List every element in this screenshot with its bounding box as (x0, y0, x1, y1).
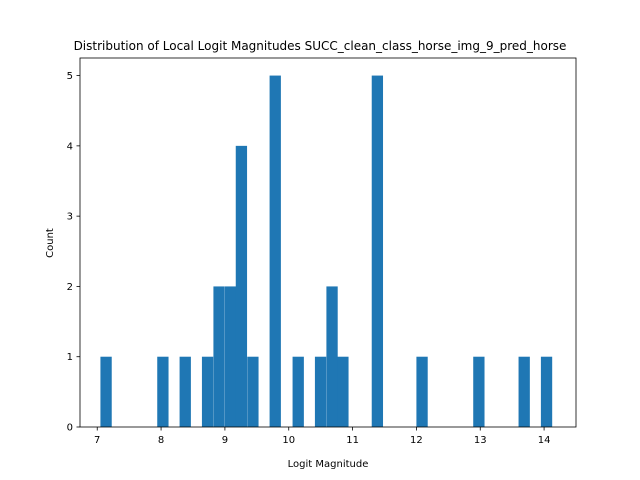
x-tick-label: 11 (346, 435, 359, 446)
plot-frame (79, 57, 577, 428)
y-tick-label: 3 (67, 212, 73, 223)
x-axis-label: Logit Magnitude (288, 459, 369, 470)
histogram-bar (100, 356, 112, 427)
y-tick-label: 5 (67, 71, 73, 82)
histogram-bar (326, 286, 338, 427)
histogram-bar (235, 145, 248, 427)
y-tick-label: 4 (67, 141, 73, 152)
histogram-bar (416, 356, 428, 427)
x-tick-label: 10 (282, 435, 295, 446)
histogram-bar (337, 356, 349, 427)
chart-title: Distribution of Local Logit Magnitudes S… (74, 39, 567, 53)
x-tick-label: 12 (410, 435, 423, 446)
histogram-bar (157, 356, 169, 427)
y-tick-label: 2 (67, 282, 73, 293)
histogram-bar (314, 356, 327, 427)
x-axis-ticks: 7 8 9 10 11 12 13 14 (94, 427, 550, 446)
x-tick-label: 9 (222, 435, 228, 446)
histogram-bar (518, 356, 530, 427)
x-tick-label: 13 (474, 435, 487, 446)
histogram-bar (473, 356, 485, 427)
y-tick-label: 0 (67, 423, 73, 434)
histogram-bar (269, 75, 281, 428)
y-axis-ticks: 0 1 2 3 4 5 (67, 71, 80, 434)
histogram-bar (179, 356, 191, 427)
histogram-bar (201, 356, 214, 427)
histogram-bar (371, 75, 384, 428)
histogram-bars (100, 75, 553, 428)
histogram-bar (292, 356, 304, 427)
histogram-bar (247, 356, 259, 427)
y-tick-label: 1 (67, 352, 73, 363)
histogram-bar (224, 286, 237, 427)
histogram-bar (213, 286, 225, 427)
x-tick-label: 7 (94, 435, 100, 446)
x-tick-label: 14 (538, 435, 551, 446)
x-tick-label: 8 (158, 435, 164, 446)
histogram-bar (540, 356, 553, 427)
y-axis-label: Count (45, 228, 56, 258)
